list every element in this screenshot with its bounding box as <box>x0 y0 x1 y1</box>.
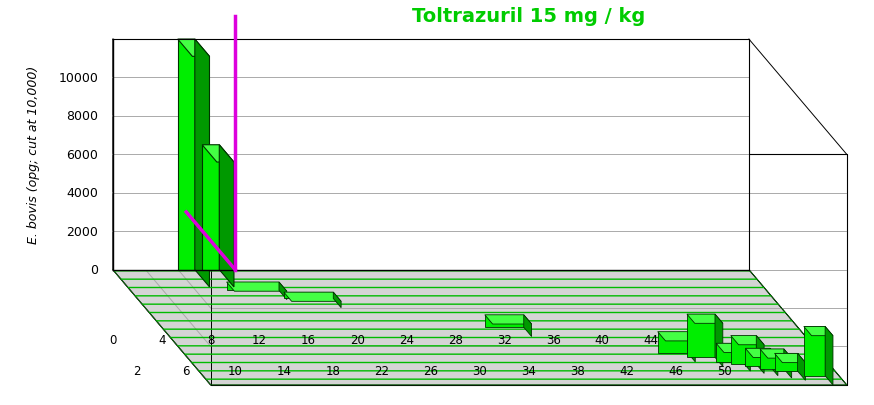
Polygon shape <box>804 327 825 376</box>
Polygon shape <box>113 270 847 385</box>
Text: 4000: 4000 <box>66 187 98 200</box>
Text: 20: 20 <box>350 333 365 346</box>
Text: 0: 0 <box>90 264 98 277</box>
Text: 42: 42 <box>619 364 635 377</box>
Polygon shape <box>485 315 524 328</box>
Polygon shape <box>756 336 764 373</box>
Text: 14: 14 <box>276 364 292 377</box>
Polygon shape <box>688 332 696 362</box>
Polygon shape <box>774 354 798 371</box>
Text: 50: 50 <box>717 364 732 377</box>
Text: Toltrazuril 15 mg / kg: Toltrazuril 15 mg / kg <box>413 7 645 26</box>
Text: 22: 22 <box>374 364 390 377</box>
Text: 26: 26 <box>423 364 439 377</box>
Polygon shape <box>113 40 749 270</box>
Text: 28: 28 <box>447 333 463 346</box>
Text: 36: 36 <box>545 333 560 346</box>
Polygon shape <box>113 40 211 385</box>
Text: 0: 0 <box>109 333 116 346</box>
Polygon shape <box>784 349 792 378</box>
Polygon shape <box>177 40 195 270</box>
Text: 34: 34 <box>521 364 536 377</box>
Polygon shape <box>760 349 784 369</box>
Text: 46: 46 <box>668 364 683 377</box>
Polygon shape <box>219 145 234 287</box>
Polygon shape <box>804 327 833 336</box>
Polygon shape <box>760 349 792 358</box>
Polygon shape <box>279 282 287 300</box>
Polygon shape <box>202 145 234 163</box>
Polygon shape <box>658 332 696 341</box>
Polygon shape <box>798 354 806 380</box>
Polygon shape <box>743 343 751 371</box>
Polygon shape <box>716 343 751 353</box>
Polygon shape <box>770 348 778 376</box>
Polygon shape <box>687 314 723 324</box>
Polygon shape <box>226 282 279 291</box>
Polygon shape <box>211 155 847 385</box>
Text: 8000: 8000 <box>66 110 98 123</box>
Polygon shape <box>485 315 531 324</box>
Text: 44: 44 <box>643 333 658 346</box>
Polygon shape <box>177 40 210 57</box>
Polygon shape <box>524 315 531 337</box>
Polygon shape <box>746 348 770 367</box>
Text: 32: 32 <box>496 333 511 346</box>
Polygon shape <box>746 348 778 358</box>
Polygon shape <box>716 343 743 362</box>
Text: 6000: 6000 <box>66 149 98 162</box>
Text: 18: 18 <box>326 364 341 377</box>
Text: E. bovis (opg; cut at 10,000): E. bovis (opg; cut at 10,000) <box>27 66 40 244</box>
Text: 48: 48 <box>692 333 707 346</box>
Text: 10: 10 <box>228 364 243 377</box>
Text: 4: 4 <box>158 333 165 346</box>
Text: 6: 6 <box>183 364 190 377</box>
Text: 40: 40 <box>594 333 609 346</box>
Text: 8: 8 <box>207 333 214 346</box>
Polygon shape <box>731 336 756 364</box>
Polygon shape <box>687 314 715 357</box>
Text: 30: 30 <box>473 364 487 377</box>
Text: 16: 16 <box>301 333 316 346</box>
Text: 10000: 10000 <box>59 72 98 85</box>
Polygon shape <box>333 292 341 308</box>
Polygon shape <box>284 292 341 302</box>
Text: 38: 38 <box>571 364 585 377</box>
Polygon shape <box>195 40 210 287</box>
Polygon shape <box>284 292 333 299</box>
Text: 24: 24 <box>399 333 414 346</box>
Polygon shape <box>715 314 723 367</box>
Polygon shape <box>226 282 287 292</box>
Polygon shape <box>825 327 833 385</box>
Polygon shape <box>658 332 688 353</box>
Polygon shape <box>202 145 219 270</box>
Text: 12: 12 <box>252 333 267 346</box>
Text: 2: 2 <box>134 364 141 377</box>
Polygon shape <box>731 336 764 345</box>
Text: 2000: 2000 <box>66 225 98 238</box>
Polygon shape <box>774 354 806 363</box>
